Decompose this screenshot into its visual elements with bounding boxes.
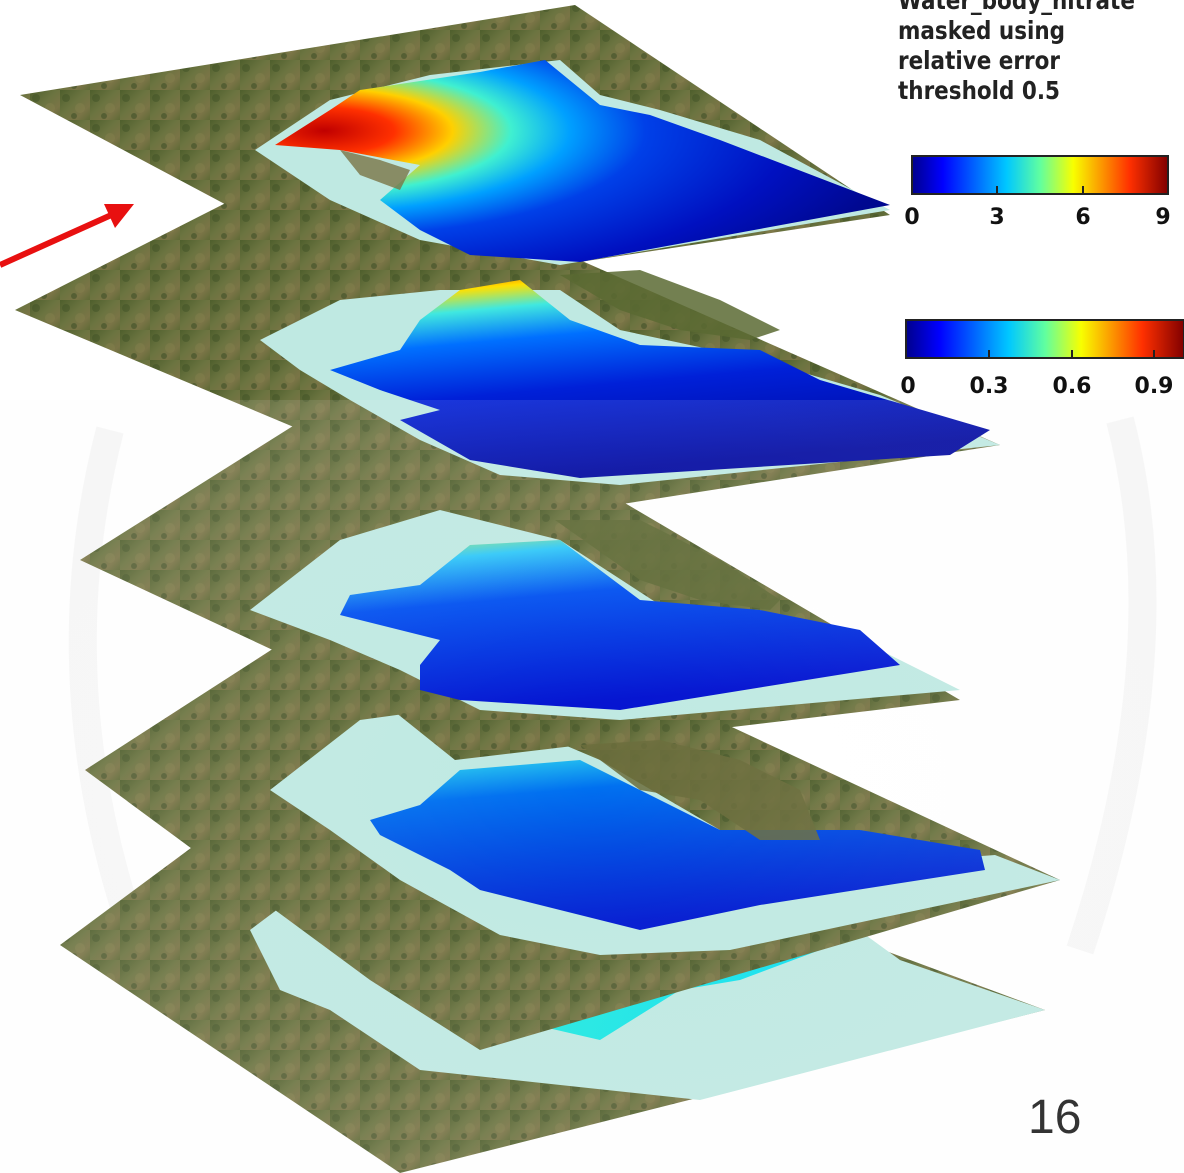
colorbar-nitrate-ticks: 0 3 6 9 xyxy=(904,205,1171,231)
caption-line-1: Water_body_nitrate xyxy=(898,0,1135,15)
map-layer-1 xyxy=(20,5,890,265)
red-arrow-icon xyxy=(0,204,134,268)
tick-label: 0.6 xyxy=(1052,374,1092,399)
tick-label: 0 xyxy=(904,205,920,230)
tick-label: 3 xyxy=(989,205,1005,230)
tick-label: 9 xyxy=(1155,205,1171,230)
caption-line-4: threshold 0.5 xyxy=(898,76,1060,105)
caption-line-2: masked using xyxy=(898,16,1066,45)
caption-line-3: relative error xyxy=(898,46,1060,75)
page-number: 16 xyxy=(1028,1091,1082,1144)
tick-label: 6 xyxy=(1075,205,1091,230)
figure-caption: Water_body_nitrate masked using relative… xyxy=(898,0,1144,106)
colorbar-nitrate xyxy=(911,155,1169,195)
colorbar-relative-error xyxy=(905,319,1184,359)
tick-label: 0.9 xyxy=(1134,374,1174,399)
tick-label: 0.3 xyxy=(969,374,1009,399)
colorbar-relative-error-ticks: 0 0.3 0.6 0.9 xyxy=(898,374,1184,400)
tick-label: 0 xyxy=(900,374,916,399)
